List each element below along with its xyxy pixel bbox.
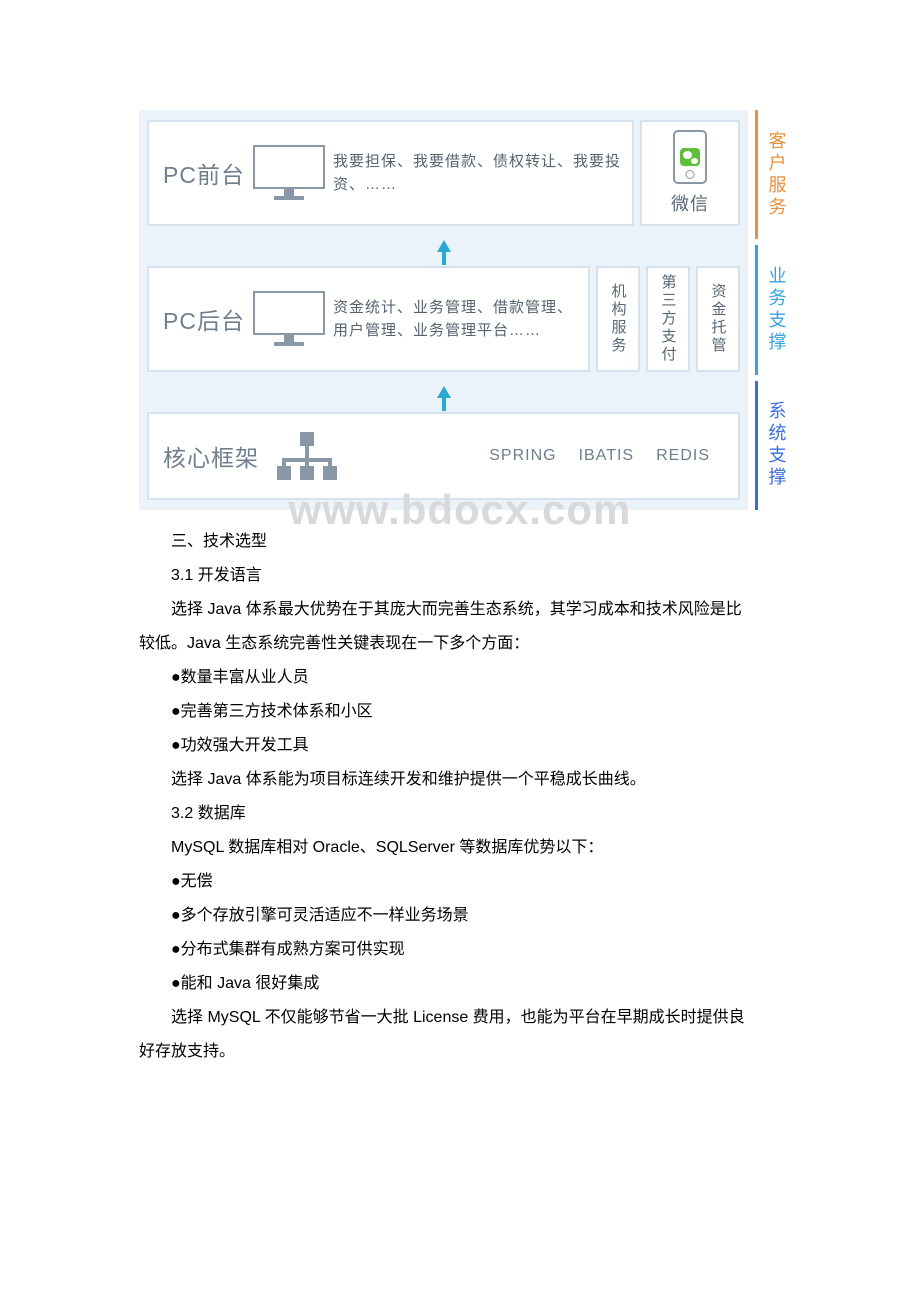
heading-3: 三、技术选型: [139, 530, 790, 554]
wechat-icon: [680, 148, 700, 166]
org-service-box: 机构服务: [596, 266, 640, 372]
para-java-1a: 选择 Java 体系最大优势在于其庞大而完善生态系统，其学习成本和技术风险是比: [139, 598, 790, 622]
third-pay-box: 第三方支付: [646, 266, 690, 372]
layer-customer: PC前台 我要担保、我要借款、债权转让、我要投资、…… 微信: [147, 120, 740, 226]
pc-frontend-label: PC前台: [163, 156, 245, 190]
tech-redis: REDIS: [656, 447, 710, 465]
rail-customer: 客户服务: [754, 110, 790, 239]
pc-backend-box: PC后台 资金统计、业务管理、借款管理、用户管理、业务管理平台……: [147, 266, 590, 372]
bullet-3: ●功效强大开发工具: [139, 734, 790, 758]
bullet-6: ●分布式集群有成熟方案可供实现: [139, 938, 790, 962]
rail-business: 业务支撑: [754, 245, 790, 374]
heading-3-1: 3.1 开发语言: [139, 564, 790, 588]
rail-text-3: 系统支撑: [764, 401, 790, 489]
right-rail: 客户服务 业务支撑 系统支撑: [754, 110, 790, 510]
fund-escrow-label: 资金托管: [708, 283, 729, 355]
phone-icon: [673, 130, 707, 184]
arrow-1: [147, 232, 740, 260]
bullet-2: ●完善第三方技术体系和小区: [139, 700, 790, 724]
document-body: 三、技术选型 3.1 开发语言 选择 Java 体系最大优势在于其庞大而完善生态…: [139, 510, 790, 1064]
org-service-label: 机构服务: [608, 283, 629, 355]
heading-3-2: 3.2 数据库: [139, 802, 790, 826]
rail-text-2: 业务支撑: [764, 266, 790, 354]
bullet-7: ●能和 Java 很好集成: [139, 972, 790, 996]
pc-backend-label: PC后台: [163, 302, 245, 336]
wechat-box: 微信: [640, 120, 740, 226]
monitor-icon: [253, 291, 325, 347]
pc-frontend-box: PC前台 我要担保、我要借款、债权转让、我要投资、……: [147, 120, 634, 226]
tree-icon: [277, 432, 337, 480]
diagram-layers: PC前台 我要担保、我要借款、债权转让、我要投资、…… 微信 PC后台: [139, 110, 748, 510]
monitor-icon: [253, 145, 325, 201]
para-java-1b: 较低。Java 生态系统完善性关键表现在一下多个方面：: [139, 632, 790, 656]
third-pay-label: 第三方支付: [658, 274, 679, 364]
core-framework-label: 核心框架: [163, 439, 259, 473]
rail-bar-1: [755, 110, 758, 239]
fund-escrow-box: 资金托管: [696, 266, 740, 372]
backend-desc: 资金统计、业务管理、借款管理、用户管理、业务管理平台……: [333, 296, 578, 343]
arrow-2: [147, 378, 740, 406]
frontend-desc: 我要担保、我要借款、债权转让、我要投资、……: [333, 150, 622, 197]
bullet-1: ●数量丰富从业人员: [139, 666, 790, 690]
para-mysql-1: MySQL 数据库相对 Oracle、SQLServer 等数据库优势以下：: [139, 836, 790, 860]
architecture-diagram: PC前台 我要担保、我要借款、债权转让、我要投资、…… 微信 PC后台: [139, 110, 790, 510]
rail-text-1: 客户服务: [764, 131, 790, 219]
tech-ibatis: IBATIS: [579, 447, 635, 465]
rail-bar-2: [755, 245, 758, 374]
bullet-4: ●无偿: [139, 870, 790, 894]
wechat-label: 微信: [671, 190, 709, 216]
tech-spring: SPRING: [489, 447, 556, 465]
bullet-5: ●多个存放引擎可灵活适应不一样业务场景: [139, 904, 790, 928]
para-mysql-2a: 选择 MySQL 不仅能够节省一大批 License 费用，也能为平台在早期成长…: [139, 1006, 790, 1030]
layer-business: PC后台 资金统计、业务管理、借款管理、用户管理、业务管理平台…… 机构服务 第…: [147, 266, 740, 372]
rail-bar-3: [755, 381, 758, 510]
rail-system: 系统支撑: [754, 381, 790, 510]
para-java-2: 选择 Java 体系能为项目标连续开发和维护提供一个平稳成长曲线。: [139, 768, 790, 792]
para-mysql-2b: 好存放支持。: [139, 1040, 790, 1064]
tech-list: SPRING IBATIS REDIS: [489, 447, 710, 465]
